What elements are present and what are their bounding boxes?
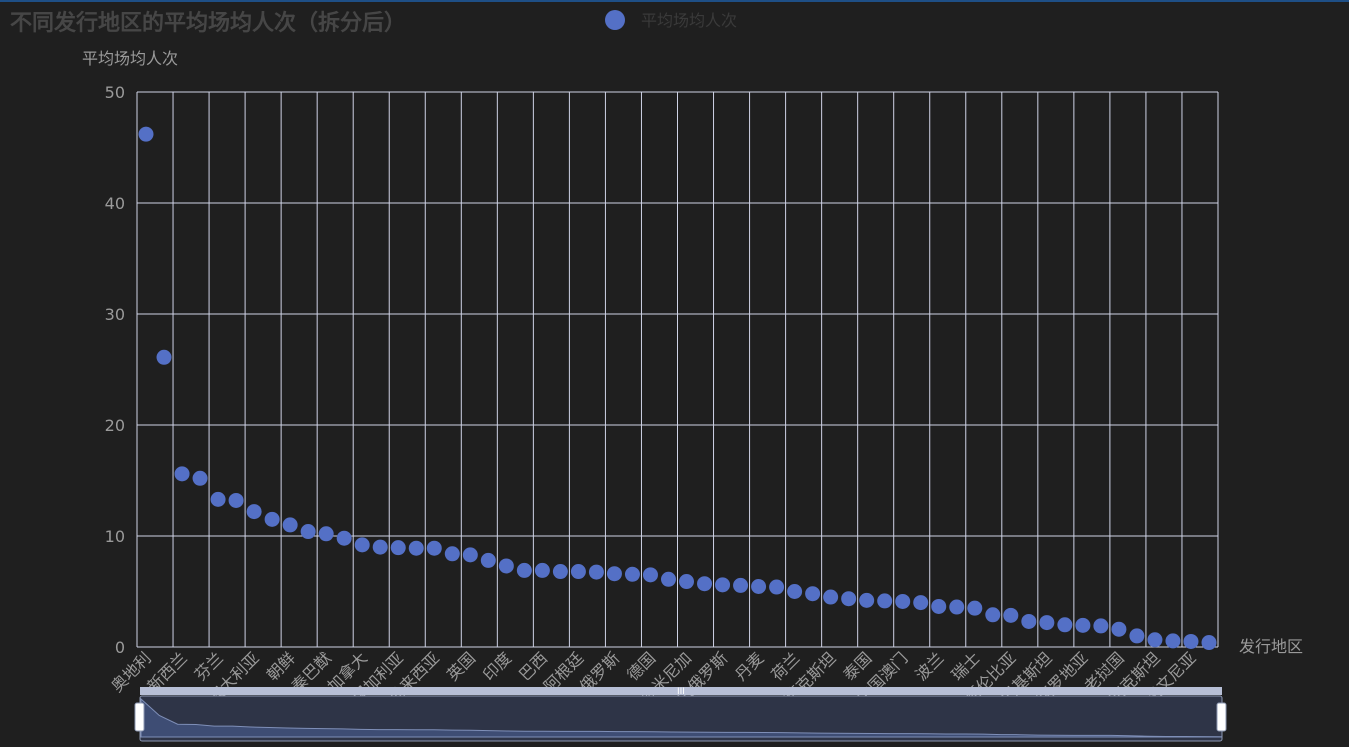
data-point[interactable] xyxy=(1183,633,1199,649)
data-point[interactable] xyxy=(931,598,947,614)
data-point[interactable] xyxy=(877,593,893,609)
data-point[interactable] xyxy=(985,607,1001,623)
legend-label[interactable]: 平均场均人次 xyxy=(641,11,737,30)
data-point[interactable] xyxy=(480,552,496,568)
y-tick-label: 10 xyxy=(105,527,125,546)
data-point[interactable] xyxy=(390,540,406,556)
y-tick-label: 30 xyxy=(105,305,125,324)
data-point[interactable] xyxy=(859,592,875,608)
x-tick-label: 丹麦 xyxy=(731,648,767,684)
y-tick-label: 0 xyxy=(115,638,125,657)
y-tick-label: 40 xyxy=(105,194,125,213)
data-point[interactable] xyxy=(372,539,388,555)
data-point[interactable] xyxy=(1129,628,1145,644)
data-point[interactable] xyxy=(1093,618,1109,634)
data-point[interactable] xyxy=(1021,613,1037,629)
data-point[interactable] xyxy=(1003,607,1019,623)
data-point[interactable] xyxy=(733,577,749,593)
data-point[interactable] xyxy=(228,492,244,508)
y-tick-label: 50 xyxy=(105,83,125,102)
data-point[interactable] xyxy=(192,470,208,486)
data-point[interactable] xyxy=(606,566,622,582)
data-point[interactable] xyxy=(498,558,514,574)
data-point[interactable] xyxy=(1075,617,1091,633)
data-point[interactable] xyxy=(210,491,226,507)
data-point[interactable] xyxy=(444,546,460,562)
data-point[interactable] xyxy=(715,577,731,593)
y-tick-label: 20 xyxy=(105,416,125,435)
legend[interactable]: 平均场均人次 xyxy=(605,10,737,30)
datazoom-right-handle[interactable] xyxy=(1216,702,1227,732)
data-point[interactable] xyxy=(570,564,586,580)
data-point[interactable] xyxy=(426,540,442,556)
datazoom-preview-area xyxy=(140,697,1222,738)
data-point[interactable] xyxy=(624,566,640,582)
datazoom-slider[interactable]: III xyxy=(134,687,1227,742)
data-point[interactable] xyxy=(1111,621,1127,637)
chart-title: 不同发行地区的平均场均人次（拆分后） xyxy=(10,10,406,36)
data-point[interactable] xyxy=(246,504,262,520)
data-point[interactable] xyxy=(174,466,190,482)
y-axis-ticks: 0 10 20 30 40 50 xyxy=(105,83,125,657)
data-point[interactable] xyxy=(1039,615,1055,631)
data-point[interactable] xyxy=(588,564,604,580)
data-points xyxy=(138,126,1217,651)
data-point[interactable] xyxy=(1201,635,1217,651)
data-point[interactable] xyxy=(949,599,965,615)
data-point[interactable] xyxy=(967,600,983,616)
data-point[interactable] xyxy=(318,526,334,542)
grid xyxy=(136,91,1219,648)
legend-marker[interactable] xyxy=(605,10,625,30)
datazoom-left-handle[interactable] xyxy=(134,702,145,732)
data-point[interactable] xyxy=(336,530,352,546)
datazoom-selected-range[interactable] xyxy=(140,687,1222,695)
datazoom-grip-icon[interactable]: III xyxy=(677,687,685,697)
data-point[interactable] xyxy=(552,564,568,580)
data-point[interactable] xyxy=(660,571,676,587)
data-point[interactable] xyxy=(787,584,803,599)
data-point[interactable] xyxy=(300,524,316,540)
data-point[interactable] xyxy=(805,586,821,602)
data-point[interactable] xyxy=(1165,633,1181,649)
data-point[interactable] xyxy=(913,595,929,611)
x-tick-label: 英国 xyxy=(443,648,479,684)
data-point[interactable] xyxy=(354,537,370,553)
data-point[interactable] xyxy=(408,540,424,556)
x-tick-label: 波兰 xyxy=(911,648,947,684)
data-point[interactable] xyxy=(516,562,532,578)
top-accent-line xyxy=(0,0,1349,2)
data-point[interactable] xyxy=(138,126,154,142)
y-axis-title: 平均场均人次 xyxy=(82,49,178,68)
data-point[interactable] xyxy=(697,576,713,592)
data-point[interactable] xyxy=(823,589,839,605)
data-point[interactable] xyxy=(751,579,767,595)
x-axis-title: 发行地区 xyxy=(1239,637,1303,656)
data-point[interactable] xyxy=(1057,617,1073,633)
data-point[interactable] xyxy=(534,562,550,578)
data-point[interactable] xyxy=(462,547,478,563)
data-point[interactable] xyxy=(282,517,298,533)
data-point[interactable] xyxy=(841,591,857,607)
data-point[interactable] xyxy=(895,593,911,609)
x-tick-label: 印度 xyxy=(479,648,515,684)
data-point[interactable] xyxy=(679,574,695,590)
data-point[interactable] xyxy=(264,511,280,527)
data-point[interactable] xyxy=(156,349,172,365)
data-point[interactable] xyxy=(642,567,658,583)
data-point[interactable] xyxy=(769,579,785,595)
data-point[interactable] xyxy=(1147,632,1163,648)
